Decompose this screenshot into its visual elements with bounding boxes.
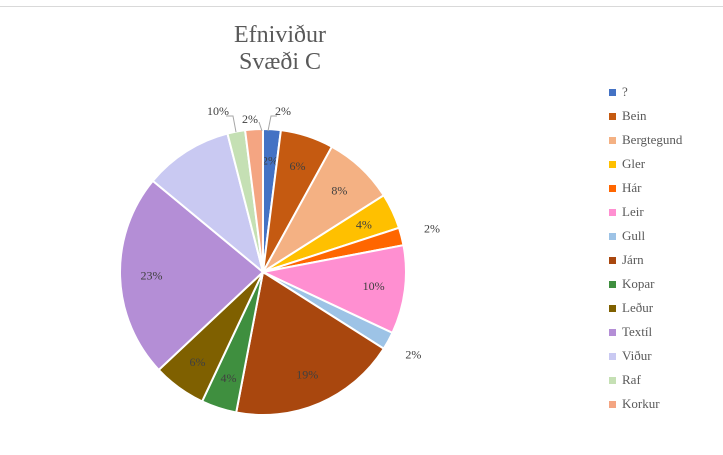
legend-swatch [609,112,616,120]
legend-label: Leður [622,300,654,315]
chart-legend: ? Bein Bergtegund Gler Hár Leir Gull Járn Kopar L… [609,80,719,416]
legend-label: Viður [622,348,652,363]
legend-label: Bein [622,108,647,123]
legend-item-8: Járn [609,248,719,272]
legend-item-10: Leður [609,296,719,320]
legend-label: Gler [622,156,646,171]
legend-swatch [609,328,616,336]
slice-label-2: 6% [289,159,305,173]
pie-slice-8 [235,270,386,416]
legend-item-11: Textíl [609,320,719,344]
legend-swatch [609,280,616,288]
legend-label: Gull [622,228,646,243]
legend-item-13: Raf [609,368,719,392]
legend-swatch [609,376,616,384]
legend-swatch [609,136,616,144]
legend-swatch [609,400,616,408]
leader-line-2 [258,121,263,132]
top-divider [0,6,723,7]
legend-label: Korkur [622,396,660,411]
legend-label: Raf [622,372,641,387]
chart-title-line-1: Efniviður [234,22,326,48]
leader-line-1 [226,115,237,133]
legend-item-6: Leir [609,200,719,224]
legend-label: Hár [622,180,642,195]
legend-swatch [609,184,616,192]
pie-slice-11 [119,179,265,372]
slice-label-3: 8% [331,184,347,198]
legend-swatch [609,232,616,240]
legend-item-4: Gler [609,152,719,176]
slice-label-13: 2% [242,112,258,126]
legend-item-3: Bergtegund [609,128,719,152]
legend-item-9: Kopar [609,272,719,296]
slice-label-12: 10% [207,104,229,118]
leader-line-3 [267,115,277,132]
slice-label-14: 2% [275,104,291,118]
legend-item-1: ? [609,80,719,104]
legend-label: ? [622,84,628,99]
legend-swatch [609,208,616,216]
legend-label: Textíl [622,324,653,339]
slice-label-1: 2% [262,154,278,168]
pie-slice-6 [259,244,407,335]
legend-item-14: Korkur [609,392,719,416]
slice-label-9: 4% [221,371,237,385]
legend-item-5: Hár [609,176,719,200]
slice-label-11: 23% [141,269,163,283]
legend-swatch [609,160,616,168]
legend-swatch [609,256,616,264]
legend-label: Bergtegund [622,132,683,147]
legend-label: Leir [622,204,644,219]
pie-slice-14 [243,127,264,273]
legend-label: Járn [622,252,644,267]
slice-label-7: 2% [405,348,421,362]
legend-swatch [609,352,616,360]
legend-label: Kopar [622,276,655,291]
legend-item-12: Viður [609,344,719,368]
slice-label-4: 4% [356,218,372,232]
legend-swatch [609,88,616,96]
slice-label-10: 6% [189,355,205,369]
slice-label-8: 19% [296,367,318,381]
slice-label-6: 10% [363,279,385,293]
legend-item-2: Bein [609,104,719,128]
legend-item-7: Gull [609,224,719,248]
legend-swatch [609,304,616,312]
chart-title-line-2: Svæði C [238,49,322,75]
chart-title: Efniviður Svæði C [160,22,400,76]
slice-label-5: 2% [424,222,440,236]
